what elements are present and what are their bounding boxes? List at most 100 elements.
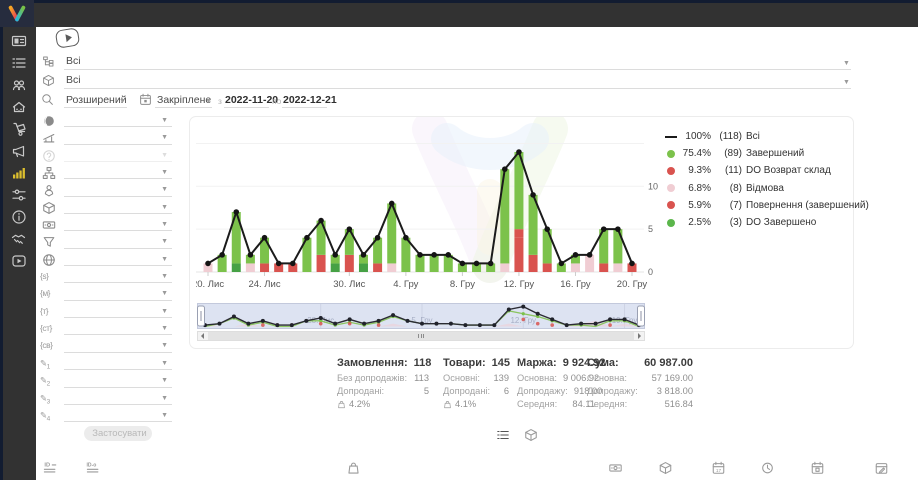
- filter-select[interactable]: [64, 369, 172, 371]
- chevron-down-icon[interactable]: ▼: [161, 359, 168, 367]
- column-id-o-icon[interactable]: ID-o: [86, 461, 101, 475]
- chevron-down-icon[interactable]: ▼: [161, 342, 168, 350]
- scroll-grip-icon: [417, 334, 425, 338]
- legend-label: Всі: [746, 131, 760, 143]
- filter-select[interactable]: [64, 213, 172, 215]
- filter-select[interactable]: [64, 178, 172, 180]
- tutorial-play-button[interactable]: [54, 27, 81, 49]
- chevron-down-icon[interactable]: ▼: [161, 134, 168, 142]
- chevron-down-icon[interactable]: ▼: [161, 151, 168, 159]
- sidebar: [0, 27, 36, 480]
- chevron-down-icon[interactable]: ▼: [161, 411, 168, 419]
- chevron-down-icon[interactable]: ▼: [161, 255, 168, 263]
- chevron-down-icon[interactable]: ▼: [161, 238, 168, 246]
- chevron-down-icon[interactable]: ▼: [843, 79, 850, 86]
- svg-text:8. Гру: 8. Гру: [450, 279, 475, 290]
- legend-item[interactable]: 2.5% (3) DO Завершено: [664, 214, 846, 231]
- scroll-thumb[interactable]: [208, 332, 634, 340]
- svg-text:5. Гру: 5. Гру: [411, 316, 432, 325]
- orders-chart[interactable]: 20. Лис 24. Лис 30. Лис 4. Гру 8. Гру 12. Гру…: [196, 122, 658, 298]
- scroll-left-arrow[interactable]: [198, 332, 207, 340]
- chevron-down-icon[interactable]: ▼: [161, 325, 168, 333]
- column-product-icon[interactable]: [658, 461, 673, 475]
- sidebar-item-sliders-icon[interactable]: [11, 187, 27, 203]
- legend-item[interactable]: 6.8% (8) Відмова: [664, 180, 846, 197]
- filter-select[interactable]: [64, 317, 172, 319]
- sidebar-item-handshake-icon[interactable]: [11, 231, 27, 247]
- chevron-down-icon[interactable]: ▼: [161, 169, 168, 177]
- filter-select[interactable]: [64, 282, 172, 284]
- search-icon[interactable]: [41, 93, 54, 106]
- filter-select[interactable]: [64, 126, 172, 128]
- chevron-down-icon[interactable]: ▼: [843, 60, 850, 67]
- status-filter-value[interactable]: Всі: [66, 55, 81, 67]
- product-filter-value[interactable]: Всі: [66, 74, 81, 86]
- filter-row-custom-{св}: {св} ▼: [38, 338, 176, 355]
- date-to-input[interactable]: 2022-12-21: [283, 94, 337, 106]
- sidebar-item-trolley-icon[interactable]: [11, 121, 27, 137]
- stat-sub-label: Середня:: [517, 399, 558, 409]
- column-delivery-date-icon[interactable]: [810, 461, 825, 475]
- filter-select[interactable]: [64, 334, 172, 336]
- filter-row-custom-2: ✎2 ▼: [38, 373, 176, 390]
- column-time-icon[interactable]: [760, 461, 775, 475]
- column-edit-date-icon[interactable]: [874, 461, 889, 475]
- sidebar-item-info-icon[interactable]: [11, 209, 27, 225]
- chevron-down-icon[interactable]: ▼: [205, 98, 212, 105]
- column-money-icon[interactable]: [608, 461, 623, 475]
- calendar-icon: [139, 93, 152, 106]
- sidebar-item-home-icon[interactable]: [11, 99, 27, 115]
- sidebar-item-chart-icon[interactable]: [11, 165, 27, 181]
- globe-dark-icon: [42, 114, 56, 128]
- legend-item[interactable]: 9.3% (11) DO Возврат склад: [664, 162, 846, 179]
- stat-percent: 4.2%: [349, 399, 371, 409]
- svg-text:20. Лис: 20. Лис: [196, 279, 224, 290]
- filter-select[interactable]: [64, 403, 172, 405]
- column-order-icon[interactable]: [346, 461, 361, 475]
- chevron-down-icon[interactable]: ▼: [161, 394, 168, 402]
- filter-select[interactable]: [64, 195, 172, 197]
- scroll-right-arrow[interactable]: [635, 332, 644, 340]
- period-mode-select[interactable]: Закріплене: [157, 94, 212, 106]
- status-filter-underline[interactable]: [64, 56, 851, 70]
- brand-logo[interactable]: [0, 0, 34, 27]
- chevron-down-icon[interactable]: ▼: [119, 98, 126, 105]
- filter-select[interactable]: [64, 230, 172, 232]
- filter-select[interactable]: [64, 247, 172, 249]
- filter-select[interactable]: [64, 265, 172, 267]
- legend-item[interactable]: 75.4% (89) Завершений: [664, 145, 846, 162]
- legend-dot-marker: [667, 201, 675, 210]
- chevron-down-icon[interactable]: ▼: [161, 186, 168, 194]
- column-date-icon[interactable]: 17: [711, 461, 726, 475]
- chevron-down-icon[interactable]: ▼: [161, 377, 168, 385]
- chevron-down-icon[interactable]: ▼: [161, 290, 168, 298]
- chevron-down-icon[interactable]: ▼: [161, 203, 168, 211]
- legend-item[interactable]: 100% (118) Всі: [664, 128, 846, 145]
- column-id-icon[interactable]: ID: [43, 461, 58, 475]
- filter-select[interactable]: [64, 299, 172, 301]
- filter-select[interactable]: [64, 386, 172, 388]
- filter-select[interactable]: [64, 351, 172, 353]
- sidebar-item-banner-icon[interactable]: [11, 33, 27, 49]
- sidebar-item-megaphone-icon[interactable]: [11, 143, 27, 159]
- filter-select[interactable]: [64, 161, 172, 163]
- search-mode-select[interactable]: Розширений: [66, 94, 127, 106]
- product-view-toggle[interactable]: [524, 428, 538, 442]
- sidebar-item-list-icon[interactable]: [11, 55, 27, 71]
- product-filter-underline[interactable]: [64, 75, 851, 89]
- list-view-toggle[interactable]: [496, 428, 510, 442]
- apply-filters-button[interactable]: Застосувати: [84, 426, 152, 441]
- filter-select[interactable]: [64, 421, 172, 423]
- date-from-input[interactable]: 2022-11-20: [225, 94, 279, 106]
- chevron-down-icon[interactable]: ▼: [161, 221, 168, 229]
- filter-select[interactable]: [64, 143, 172, 145]
- chart-scrollbar[interactable]: [197, 331, 645, 341]
- chevron-down-icon[interactable]: ▼: [161, 307, 168, 315]
- legend-item[interactable]: 5.9% (7) Повернення (завершений): [664, 197, 869, 214]
- chevron-down-icon[interactable]: ▼: [161, 273, 168, 281]
- chevron-down-icon[interactable]: ▼: [161, 117, 168, 124]
- chart-navigator[interactable]: 28. Лис 5. Гру 12. Гру 19. Гру: [197, 303, 645, 330]
- sidebar-item-playsq-icon[interactable]: [11, 253, 27, 269]
- svg-text:ID-o: ID-o: [87, 463, 97, 469]
- sidebar-item-users-icon[interactable]: [11, 77, 27, 93]
